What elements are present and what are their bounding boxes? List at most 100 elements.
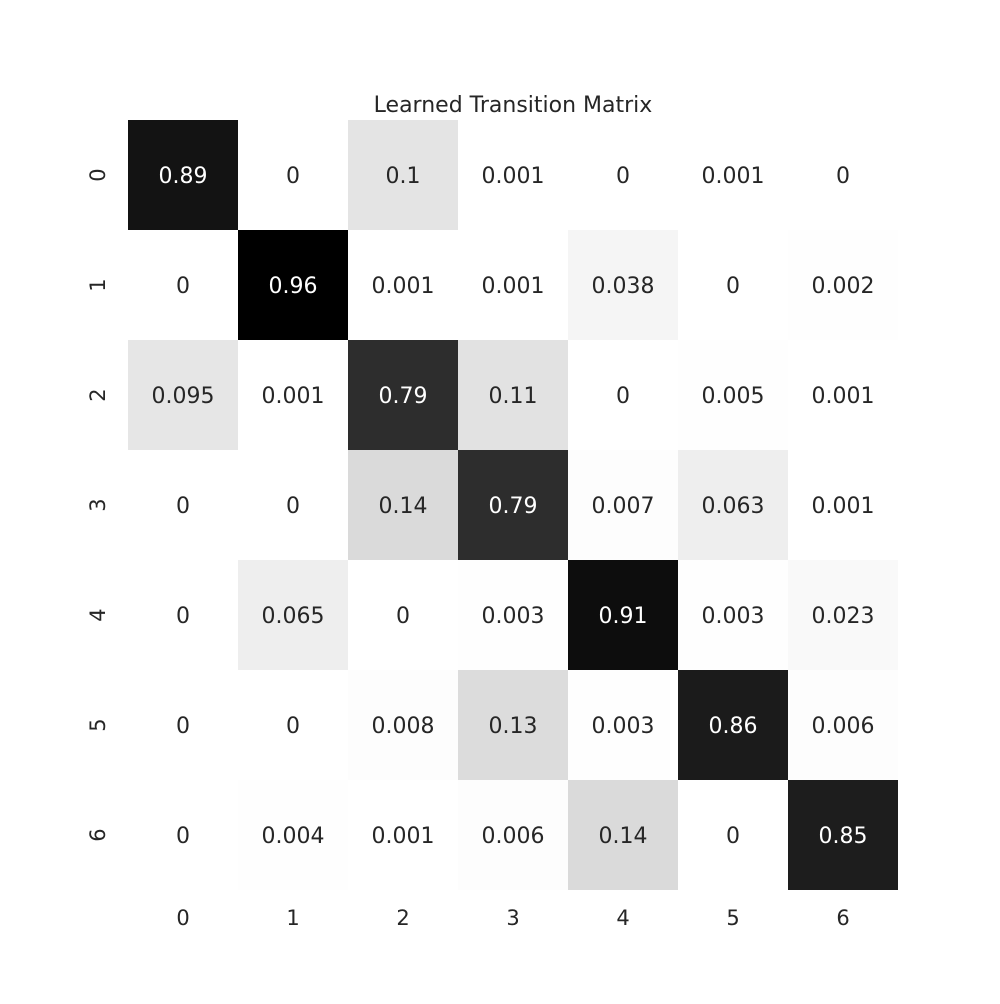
x-tick-label-2: 2 [396, 906, 409, 930]
heatmap-annotations: 0.89 0 0.1 0.001 0 0.001 0 0 0.96 0.001 0.001 0.038… [152, 164, 875, 849]
heatmap-cell-r0-c1 [238, 120, 348, 230]
y-tick-label-2: 2 [86, 388, 110, 401]
heatmap-cell-r1-c4 [568, 230, 678, 340]
cell-annotation-r5-c3: 0.13 [489, 714, 538, 739]
cell-annotation-r1-c4: 0.038 [592, 274, 655, 299]
heatmap-cell-r6-c6 [788, 780, 898, 890]
heatmap-cell-r0-c5 [678, 120, 788, 230]
heatmap-cell-r6-c2 [348, 780, 458, 890]
cell-annotation-r6-c2: 0.001 [372, 824, 435, 849]
cell-annotation-r1-c0: 0 [176, 274, 190, 299]
cell-annotation-r4-c5: 0.003 [702, 604, 765, 629]
x-tick-label-6: 6 [836, 906, 849, 930]
heatmap-cell-r0-c2 [348, 120, 458, 230]
cell-annotation-r3-c2: 0.14 [379, 494, 428, 519]
x-tick-label-3: 3 [506, 906, 519, 930]
heatmap-cell-r3-c3 [458, 450, 568, 560]
x-tick-label-5: 5 [726, 906, 739, 930]
x-axis-tick-labels: 0 1 2 3 4 5 6 [176, 906, 849, 930]
heatmap-cell-r1-c1 [238, 230, 348, 340]
cell-annotation-r4-c0: 0 [176, 604, 190, 629]
cell-annotation-r1-c6: 0.002 [812, 274, 875, 299]
cell-annotation-r3-c6: 0.001 [812, 494, 875, 519]
heatmap-cell-r6-c3 [458, 780, 568, 890]
y-tick-label-1: 1 [86, 278, 110, 291]
heatmap-cell-r2-c0 [128, 340, 238, 450]
heatmap-cell-r0-c3 [458, 120, 568, 230]
cell-annotation-r6-c1: 0.004 [262, 824, 325, 849]
cell-annotation-r6-c6: 0.85 [819, 824, 868, 849]
heatmap-cell-r2-c6 [788, 340, 898, 450]
cell-annotation-r2-c3: 0.11 [489, 384, 538, 409]
cell-annotation-r4-c2: 0 [396, 604, 410, 629]
cell-annotation-r3-c0: 0 [176, 494, 190, 519]
cell-annotation-r3-c3: 0.79 [489, 494, 538, 519]
chart-title: Learned Transition Matrix [374, 93, 653, 118]
y-tick-label-5: 5 [86, 718, 110, 731]
heatmap-cell-r2-c1 [238, 340, 348, 450]
cell-annotation-r2-c0: 0.095 [152, 384, 215, 409]
x-tick-label-4: 4 [616, 906, 629, 930]
heatmap-cell-r1-c6 [788, 230, 898, 340]
cell-annotation-r0-c2: 0.1 [386, 164, 421, 189]
heatmap-cell-r6-c5 [678, 780, 788, 890]
cell-annotation-r6-c0: 0 [176, 824, 190, 849]
cell-annotation-r2-c2: 0.79 [379, 384, 428, 409]
cell-annotation-r1-c1: 0.96 [269, 274, 318, 299]
cell-annotation-r0-c1: 0 [286, 164, 300, 189]
heatmap-cell-r3-c1 [238, 450, 348, 560]
heatmap-cell-r5-c0 [128, 670, 238, 780]
heatmap-cell-r6-c1 [238, 780, 348, 890]
heatmap-cell-r4-c1 [238, 560, 348, 670]
heatmap-cell-r3-c2 [348, 450, 458, 560]
cell-annotation-r4-c4: 0.91 [599, 604, 648, 629]
cell-annotation-r6-c5: 0 [726, 824, 740, 849]
heatmap-cell-r0-c0 [128, 120, 238, 230]
cell-annotation-r1-c3: 0.001 [482, 274, 545, 299]
cell-annotation-r5-c6: 0.006 [812, 714, 875, 739]
x-tick-label-1: 1 [286, 906, 299, 930]
heatmap-cell-r1-c2 [348, 230, 458, 340]
cell-annotation-r2-c6: 0.001 [812, 384, 875, 409]
cell-annotation-r5-c4: 0.003 [592, 714, 655, 739]
heatmap-cell-r4-c6 [788, 560, 898, 670]
heatmap-cell-r2-c4 [568, 340, 678, 450]
heatmap-cell-r5-c4 [568, 670, 678, 780]
cell-annotation-r2-c1: 0.001 [262, 384, 325, 409]
heatmap-cell-r5-c5 [678, 670, 788, 780]
cell-annotation-r1-c5: 0 [726, 274, 740, 299]
heatmap-cell-r5-c3 [458, 670, 568, 780]
heatmap-cell-r5-c2 [348, 670, 458, 780]
heatmap-cell-r2-c3 [458, 340, 568, 450]
heatmap-cell-r4-c2 [348, 560, 458, 670]
heatmap-cell-r6-c4 [568, 780, 678, 890]
heatmap-cell-r2-c2 [348, 340, 458, 450]
heatmap-cell-r4-c0 [128, 560, 238, 670]
heatmap-cell-r4-c4 [568, 560, 678, 670]
heatmap-cell-r0-c6 [788, 120, 898, 230]
cell-annotation-r4-c1: 0.065 [262, 604, 325, 629]
y-tick-label-3: 3 [86, 498, 110, 511]
cell-annotation-r6-c3: 0.006 [482, 824, 545, 849]
cell-annotation-r4-c6: 0.023 [812, 604, 875, 629]
cell-annotation-r5-c1: 0 [286, 714, 300, 739]
cell-annotation-r0-c5: 0.001 [702, 164, 765, 189]
y-tick-label-4: 4 [86, 608, 110, 621]
cell-annotation-r2-c4: 0 [616, 384, 630, 409]
heatmap-cell-r4-c3 [458, 560, 568, 670]
heatmap-cell-r6-c0 [128, 780, 238, 890]
heatmap-cell-r3-c5 [678, 450, 788, 560]
heatmap-cell-r5-c6 [788, 670, 898, 780]
cell-annotation-r6-c4: 0.14 [599, 824, 648, 849]
cell-annotation-r5-c5: 0.86 [709, 714, 758, 739]
heatmap-cell-r3-c4 [568, 450, 678, 560]
x-tick-label-0: 0 [176, 906, 189, 930]
cell-annotation-r2-c5: 0.005 [702, 384, 765, 409]
heatmap-cells [128, 120, 898, 890]
cell-annotation-r1-c2: 0.001 [372, 274, 435, 299]
cell-annotation-r0-c6: 0 [836, 164, 850, 189]
cell-annotation-r0-c4: 0 [616, 164, 630, 189]
cell-annotation-r3-c4: 0.007 [592, 494, 655, 519]
